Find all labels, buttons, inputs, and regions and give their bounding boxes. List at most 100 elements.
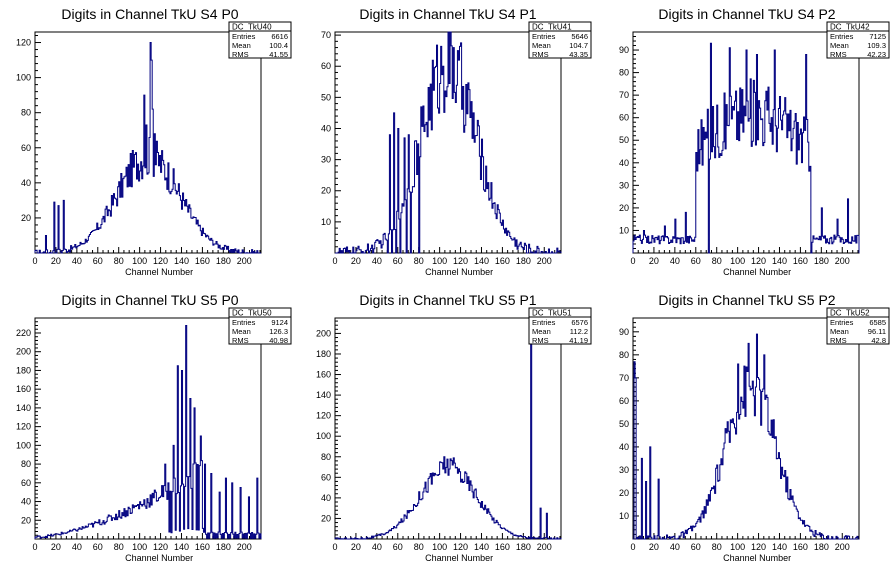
- stats-box-frame: [228, 21, 292, 59]
- x-tick-label: 160: [793, 256, 808, 266]
- histogram-series: [334, 322, 562, 540]
- y-tick-label: 80: [619, 350, 629, 360]
- histogram-series: [34, 324, 262, 539]
- x-tick-label: 180: [216, 256, 231, 266]
- histogram-series: [34, 42, 261, 254]
- plot-frame: [34, 31, 262, 254]
- x-tick-label: 60: [393, 542, 403, 552]
- y-tick-label: 120: [16, 422, 31, 432]
- y-tick-label: 20: [619, 203, 629, 213]
- stats-value: 41.19: [569, 336, 588, 345]
- x-tick-label: 180: [814, 542, 829, 552]
- y-tick-label: 40: [21, 178, 31, 188]
- stats-box-name: DC_TkU41: [532, 23, 572, 32]
- x-tick-label: 100: [132, 256, 147, 266]
- y-tick-label: 40: [321, 123, 331, 133]
- y-tick-label: 140: [316, 390, 331, 400]
- x-tick-label: 40: [670, 256, 680, 266]
- x-tick-label: 0: [630, 542, 635, 552]
- stats-label: RMS: [232, 50, 249, 59]
- stats-value: 9124: [271, 318, 288, 327]
- y-tick-label: 180: [16, 365, 31, 375]
- x-tick-label: 80: [114, 542, 124, 552]
- x-tick-label: 60: [93, 256, 103, 266]
- stats-label: RMS: [232, 336, 249, 345]
- plot-frame: [632, 31, 860, 254]
- y-tick-label: 50: [619, 135, 629, 145]
- x-tick-label: 40: [372, 256, 382, 266]
- y-tick-label: 120: [16, 38, 31, 48]
- stats-box-name: DC_TkU40: [232, 23, 272, 32]
- panel-title: Digits in Channel TkU S5 P0: [61, 292, 238, 308]
- stats-value: 6616: [271, 32, 288, 41]
- stats-label: RMS: [830, 50, 847, 59]
- y-tick-label: 220: [16, 328, 31, 338]
- x-tick-label: 100: [730, 256, 745, 266]
- stats-value: 104.7: [569, 41, 588, 50]
- stats-label: Entries: [532, 32, 556, 41]
- x-tick-label: 20: [351, 542, 361, 552]
- stats-label: Mean: [232, 41, 251, 50]
- histogram-panel-3: Digits in Channel TkU S5 P0 0 20 40 60 80 100 1…: [16, 292, 292, 563]
- plot-frame: [334, 317, 562, 540]
- histogram-panel-5: Digits in Channel TkU S5 P2 0 20 40 60 80 100 1…: [619, 292, 890, 563]
- x-tick-label: 60: [93, 542, 103, 552]
- x-tick-label: 100: [432, 542, 447, 552]
- x-axis-label: Channel Number: [125, 267, 193, 277]
- panel-title: Digits in Channel TkU S4 P1: [359, 6, 536, 22]
- y-tick-label: 160: [316, 370, 331, 380]
- x-tick-label: 180: [216, 542, 231, 552]
- x-tick-label: 60: [691, 542, 701, 552]
- stats-value: 7125: [869, 32, 886, 41]
- x-tick-label: 120: [453, 256, 468, 266]
- panel-title: Digits in Channel TkU S4 P2: [658, 6, 835, 22]
- stats-value: 6585: [869, 318, 886, 327]
- y-tick-label: 120: [316, 411, 331, 421]
- y-tick-label: 40: [321, 493, 331, 503]
- stats-box-name: DC_TkU42: [830, 23, 870, 32]
- x-tick-label: 100: [730, 542, 745, 552]
- stats-box-name: DC_TkU50: [232, 309, 272, 318]
- x-axis-label: Channel Number: [425, 553, 493, 563]
- plot-frame: [632, 317, 860, 540]
- stats-value: 42.8: [871, 336, 886, 345]
- x-tick-label: 180: [814, 256, 829, 266]
- x-tick-label: 100: [432, 256, 447, 266]
- x-axis-label: Channel Number: [723, 267, 791, 277]
- x-tick-label: 160: [495, 256, 510, 266]
- x-tick-label: 40: [372, 542, 382, 552]
- x-tick-label: 20: [649, 256, 659, 266]
- y-tick-label: 80: [21, 108, 31, 118]
- x-axis-label: Channel Number: [125, 553, 193, 563]
- y-tick-label: 90: [619, 45, 629, 55]
- x-tick-label: 160: [195, 542, 210, 552]
- y-tick-label: 100: [16, 73, 31, 83]
- x-tick-label: 140: [772, 256, 787, 266]
- stats-label: RMS: [830, 336, 847, 345]
- x-tick-label: 80: [414, 542, 424, 552]
- stats-label: Mean: [232, 327, 251, 336]
- stats-value: 126.3: [269, 327, 288, 336]
- y-tick-label: 10: [321, 217, 331, 227]
- y-tick-label: 60: [619, 396, 629, 406]
- y-tick-label: 70: [619, 90, 629, 100]
- x-tick-label: 200: [537, 256, 552, 266]
- y-tick-label: 60: [21, 478, 31, 488]
- stats-label: Mean: [532, 327, 551, 336]
- x-tick-label: 200: [237, 256, 252, 266]
- x-tick-label: 160: [793, 542, 808, 552]
- stats-box-name: DC_TkU52: [830, 309, 870, 318]
- x-tick-label: 120: [153, 256, 168, 266]
- panel-title: Digits in Channel TkU S5 P2: [658, 292, 835, 308]
- y-tick-label: 20: [321, 186, 331, 196]
- y-tick-label: 50: [619, 419, 629, 429]
- y-tick-label: 180: [316, 349, 331, 359]
- y-tick-label: 20: [321, 513, 331, 523]
- stats-label: Entries: [532, 318, 556, 327]
